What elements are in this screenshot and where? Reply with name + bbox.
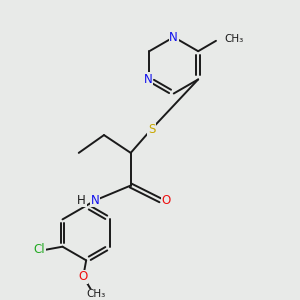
Text: CH₃: CH₃: [86, 290, 105, 299]
Text: O: O: [161, 194, 170, 207]
Text: O: O: [79, 270, 88, 283]
Text: H: H: [77, 194, 86, 207]
Text: S: S: [148, 123, 155, 136]
Text: N: N: [143, 73, 152, 86]
Text: N: N: [169, 31, 178, 44]
Text: N: N: [91, 194, 100, 207]
Text: CH₃: CH₃: [224, 34, 244, 44]
Text: Cl: Cl: [34, 243, 46, 256]
